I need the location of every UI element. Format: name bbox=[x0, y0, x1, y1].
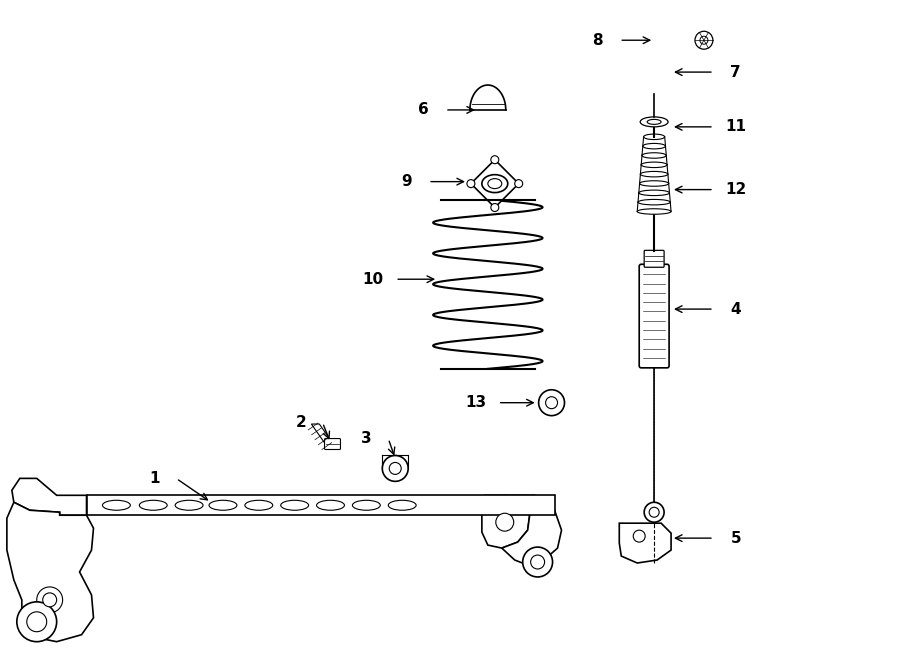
Circle shape bbox=[538, 390, 564, 416]
Ellipse shape bbox=[638, 200, 670, 205]
Text: 9: 9 bbox=[400, 174, 411, 189]
Text: 12: 12 bbox=[725, 182, 746, 197]
Ellipse shape bbox=[103, 500, 130, 510]
Polygon shape bbox=[7, 502, 94, 642]
Text: 13: 13 bbox=[465, 395, 487, 410]
Ellipse shape bbox=[140, 500, 167, 510]
Circle shape bbox=[42, 593, 57, 607]
Ellipse shape bbox=[640, 180, 669, 186]
Polygon shape bbox=[12, 479, 86, 515]
Ellipse shape bbox=[641, 171, 668, 177]
Text: 3: 3 bbox=[361, 431, 372, 446]
Circle shape bbox=[531, 555, 544, 569]
Ellipse shape bbox=[209, 500, 237, 510]
Text: 5: 5 bbox=[731, 531, 741, 545]
Ellipse shape bbox=[176, 500, 203, 510]
Ellipse shape bbox=[639, 190, 670, 196]
Ellipse shape bbox=[245, 500, 273, 510]
Circle shape bbox=[17, 602, 57, 642]
Circle shape bbox=[382, 455, 409, 481]
Ellipse shape bbox=[281, 500, 309, 510]
Text: 10: 10 bbox=[363, 272, 384, 287]
Ellipse shape bbox=[488, 178, 502, 188]
Circle shape bbox=[390, 463, 401, 475]
Polygon shape bbox=[470, 85, 506, 110]
Circle shape bbox=[649, 507, 659, 517]
Text: 11: 11 bbox=[725, 120, 746, 134]
Circle shape bbox=[491, 204, 499, 212]
Polygon shape bbox=[482, 495, 530, 548]
FancyBboxPatch shape bbox=[86, 495, 554, 515]
Ellipse shape bbox=[637, 209, 671, 214]
Polygon shape bbox=[311, 424, 337, 449]
Polygon shape bbox=[471, 160, 518, 208]
Polygon shape bbox=[619, 524, 671, 563]
Circle shape bbox=[27, 612, 47, 632]
Circle shape bbox=[644, 502, 664, 522]
FancyBboxPatch shape bbox=[644, 251, 664, 267]
Circle shape bbox=[491, 156, 499, 164]
Circle shape bbox=[496, 513, 514, 531]
Text: 1: 1 bbox=[149, 471, 159, 486]
Ellipse shape bbox=[647, 120, 662, 124]
Text: 7: 7 bbox=[731, 65, 741, 79]
Ellipse shape bbox=[644, 134, 665, 139]
Ellipse shape bbox=[642, 153, 666, 158]
Circle shape bbox=[37, 587, 63, 613]
Ellipse shape bbox=[317, 500, 345, 510]
Text: 6: 6 bbox=[418, 102, 428, 118]
Circle shape bbox=[45, 595, 55, 605]
FancyBboxPatch shape bbox=[639, 264, 669, 368]
Circle shape bbox=[467, 180, 475, 188]
Polygon shape bbox=[502, 495, 562, 565]
Ellipse shape bbox=[388, 500, 416, 510]
Text: 2: 2 bbox=[295, 415, 306, 430]
Circle shape bbox=[634, 530, 645, 542]
Text: 4: 4 bbox=[731, 301, 741, 317]
Circle shape bbox=[545, 397, 557, 408]
Ellipse shape bbox=[482, 175, 508, 192]
Circle shape bbox=[695, 31, 713, 49]
Circle shape bbox=[515, 180, 523, 188]
Ellipse shape bbox=[643, 143, 665, 149]
Text: 8: 8 bbox=[592, 33, 603, 48]
Ellipse shape bbox=[353, 500, 381, 510]
Circle shape bbox=[700, 36, 708, 44]
Ellipse shape bbox=[640, 117, 668, 127]
Circle shape bbox=[523, 547, 553, 577]
Ellipse shape bbox=[641, 162, 667, 167]
FancyBboxPatch shape bbox=[325, 438, 340, 449]
